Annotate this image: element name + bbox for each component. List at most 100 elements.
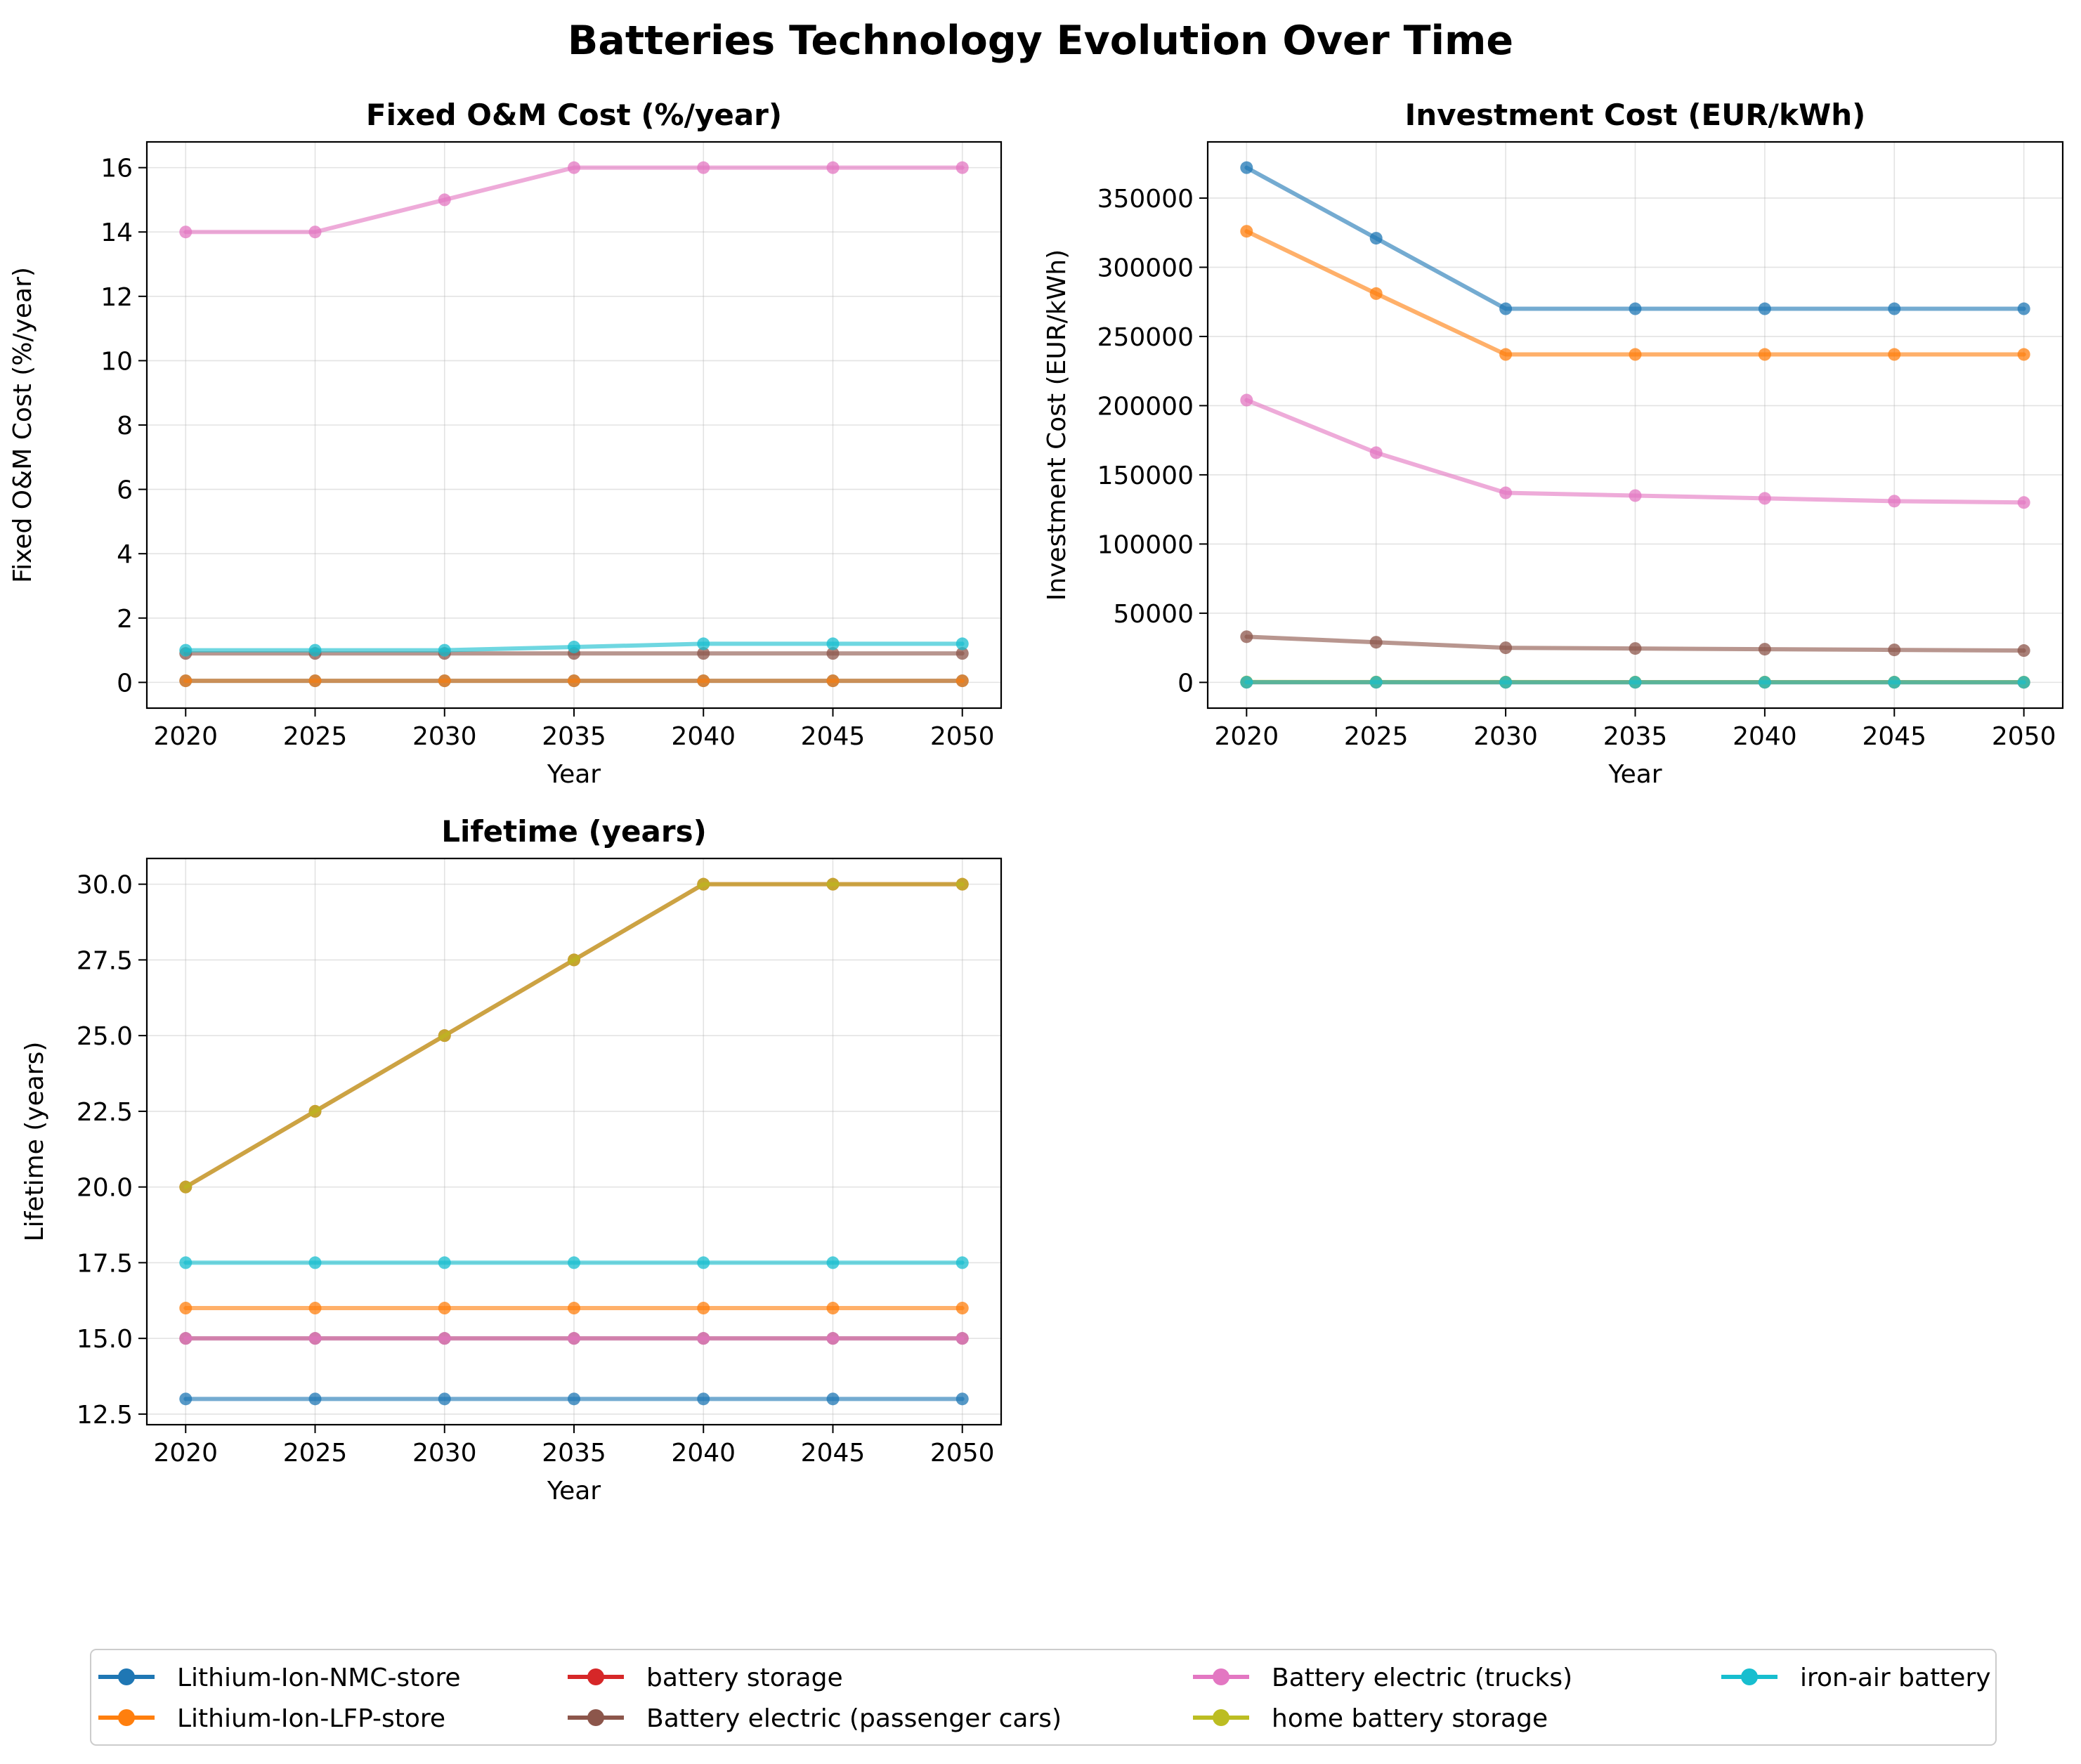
data-point-battery-electric-passenger-cars bbox=[955, 647, 969, 660]
x-tick-label: 2035 bbox=[542, 1439, 606, 1468]
data-point-lithium-ion-nmc-store bbox=[1369, 232, 1383, 245]
x-tick-label: 2030 bbox=[1473, 722, 1538, 751]
data-point-iron-air-battery bbox=[568, 640, 580, 653]
figure-title: Batteries Technology Evolution Over Time bbox=[568, 18, 1513, 64]
data-point-lithium-ion-lfp-store bbox=[1240, 225, 1253, 238]
data-point-iron-air-battery bbox=[1758, 676, 1771, 689]
data-point-lithium-ion-nmc-store bbox=[697, 1392, 710, 1406]
data-point-lithium-ion-lfp-store bbox=[1758, 348, 1771, 361]
data-point-home-battery-storage bbox=[568, 953, 580, 967]
data-point-iron-air-battery bbox=[568, 1256, 580, 1269]
legend-marker-lithium-ion-nmc-store bbox=[118, 1668, 135, 1685]
data-point-lithium-ion-lfp-store bbox=[697, 674, 710, 688]
data-point-iron-air-battery bbox=[826, 1256, 840, 1269]
data-point-lithium-ion-lfp-store bbox=[179, 1302, 193, 1315]
y-tick-label: 4 bbox=[117, 540, 133, 569]
data-point-lithium-ion-lfp-store bbox=[1888, 348, 1901, 361]
data-point-lithium-ion-nmc-store bbox=[955, 1392, 969, 1406]
data-point-lithium-ion-lfp-store bbox=[568, 674, 580, 688]
data-point-iron-air-battery bbox=[179, 1256, 193, 1269]
data-point-lithium-ion-nmc-store bbox=[1758, 302, 1771, 315]
y-tick-label: 25.0 bbox=[77, 1022, 133, 1051]
legend-marker-battery-storage bbox=[587, 1668, 604, 1685]
x-axis-label: Year bbox=[547, 1477, 601, 1505]
data-point-lithium-ion-nmc-store bbox=[438, 1392, 451, 1406]
legend-marker-lithium-ion-lfp-store bbox=[118, 1709, 135, 1726]
data-point-battery-electric-trucks bbox=[1758, 492, 1771, 505]
x-tick-label: 2035 bbox=[1603, 722, 1668, 751]
x-axis-label: Year bbox=[1607, 760, 1662, 789]
legend-box bbox=[90, 1649, 1997, 1746]
data-point-home-battery-storage bbox=[955, 877, 969, 891]
data-point-battery-electric-passenger-cars bbox=[826, 647, 840, 660]
data-point-lithium-ion-lfp-store bbox=[697, 1302, 710, 1315]
data-point-lithium-ion-lfp-store bbox=[955, 674, 969, 688]
data-point-lithium-ion-lfp-store bbox=[179, 674, 193, 688]
data-point-iron-air-battery bbox=[308, 1256, 322, 1269]
data-point-iron-air-battery bbox=[308, 643, 322, 657]
legend-label-battery-storage: battery storage bbox=[646, 1664, 843, 1692]
y-tick-label: 30.0 bbox=[77, 871, 133, 900]
data-point-home-battery-storage bbox=[438, 1029, 451, 1043]
x-tick-label: 2050 bbox=[930, 722, 995, 751]
data-point-lithium-ion-nmc-store bbox=[179, 1392, 193, 1406]
y-tick-label: 300000 bbox=[1097, 254, 1194, 282]
data-point-lithium-ion-nmc-store bbox=[1240, 161, 1253, 174]
data-point-home-battery-storage bbox=[826, 877, 840, 891]
data-point-iron-air-battery bbox=[1369, 676, 1383, 689]
x-tick-label: 2020 bbox=[153, 722, 218, 751]
data-point-battery-electric-passenger-cars bbox=[1758, 643, 1771, 656]
data-point-battery-electric-trucks bbox=[697, 161, 710, 174]
legend-label-home-battery-storage: home battery storage bbox=[1272, 1704, 1548, 1733]
y-tick-label: 15.0 bbox=[77, 1325, 133, 1354]
data-point-battery-electric-trucks bbox=[568, 161, 580, 174]
data-point-battery-electric-passenger-cars bbox=[1369, 636, 1383, 649]
x-tick-label: 2025 bbox=[1344, 722, 1409, 751]
y-tick-label: 27.5 bbox=[77, 946, 133, 975]
data-point-lithium-ion-lfp-store bbox=[438, 674, 451, 688]
x-tick-label: 2020 bbox=[1215, 722, 1279, 751]
data-point-iron-air-battery bbox=[2017, 676, 2030, 689]
x-tick-label: 2040 bbox=[671, 1439, 736, 1468]
data-point-battery-electric-trucks bbox=[308, 1332, 322, 1345]
x-tick-label: 2025 bbox=[283, 722, 348, 751]
data-point-battery-electric-passenger-cars bbox=[1499, 641, 1513, 655]
y-tick-label: 6 bbox=[117, 476, 133, 505]
data-point-iron-air-battery bbox=[1240, 676, 1253, 689]
legend-marker-battery-electric-passenger-cars bbox=[587, 1709, 604, 1726]
legend-marker-home-battery-storage bbox=[1213, 1709, 1229, 1726]
data-point-iron-air-battery bbox=[179, 643, 193, 657]
y-tick-label: 50000 bbox=[1113, 600, 1194, 629]
y-axis-label: Fixed O&M Cost (%/year) bbox=[8, 267, 37, 583]
y-tick-label: 12.5 bbox=[77, 1401, 133, 1430]
data-point-lithium-ion-lfp-store bbox=[568, 1302, 580, 1315]
data-point-battery-electric-passenger-cars bbox=[2017, 644, 2030, 658]
data-point-battery-electric-trucks bbox=[568, 1332, 580, 1345]
legend-label-battery-electric-passenger-cars: Battery electric (passenger cars) bbox=[646, 1704, 1062, 1733]
data-point-battery-electric-trucks bbox=[1888, 495, 1901, 508]
legend: Lithium-Ion-NMC-store Lithium-Ion-LFP-sto… bbox=[90, 1649, 1997, 1746]
data-point-lithium-ion-lfp-store bbox=[308, 1302, 322, 1315]
x-tick-label: 2020 bbox=[153, 1439, 218, 1468]
x-tick-label: 2045 bbox=[1862, 722, 1926, 751]
y-tick-label: 22.5 bbox=[77, 1098, 133, 1127]
data-point-battery-electric-trucks bbox=[1240, 393, 1253, 407]
data-point-battery-electric-trucks bbox=[2017, 496, 2030, 509]
x-tick-label: 2040 bbox=[671, 722, 736, 751]
data-point-battery-electric-passenger-cars bbox=[1240, 630, 1253, 643]
data-point-battery-electric-passenger-cars bbox=[697, 647, 710, 660]
data-point-battery-electric-passenger-cars bbox=[1888, 643, 1901, 657]
data-point-home-battery-storage bbox=[179, 1180, 193, 1194]
legend-marker-battery-electric-trucks bbox=[1213, 1668, 1229, 1685]
legend-marker-iron-air-battery bbox=[1741, 1668, 1758, 1685]
data-point-iron-air-battery bbox=[955, 1256, 969, 1269]
x-tick-label: 2045 bbox=[801, 1439, 866, 1468]
data-point-lithium-ion-nmc-store bbox=[826, 1392, 840, 1406]
y-tick-label: 100000 bbox=[1097, 530, 1194, 559]
data-point-lithium-ion-nmc-store bbox=[1629, 302, 1642, 315]
legend-label-battery-electric-trucks: Battery electric (trucks) bbox=[1272, 1664, 1572, 1692]
data-point-lithium-ion-lfp-store bbox=[2017, 348, 2030, 361]
data-point-lithium-ion-lfp-store bbox=[955, 1302, 969, 1315]
x-tick-label: 2040 bbox=[1733, 722, 1797, 751]
legend-label-lithium-ion-lfp-store: Lithium-Ion-LFP-store bbox=[177, 1704, 445, 1733]
